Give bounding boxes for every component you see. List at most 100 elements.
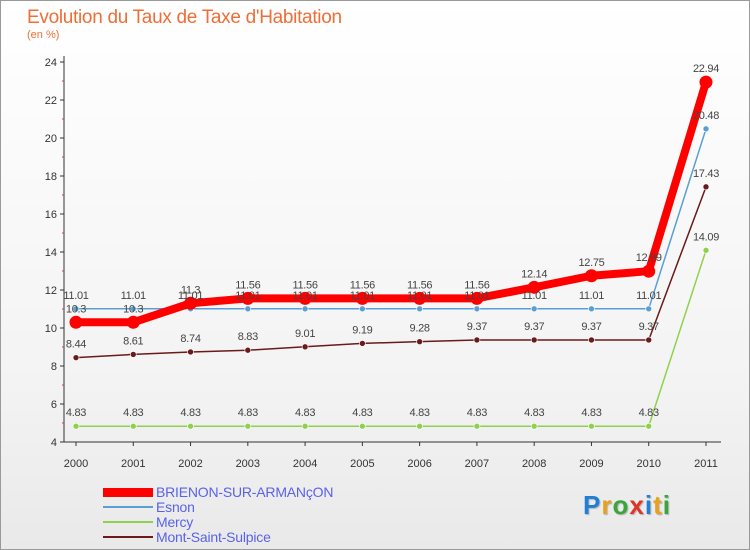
y-tick-label: 14	[45, 247, 57, 259]
data-point	[530, 422, 538, 430]
legend-item-mercy: Mercy	[103, 514, 343, 530]
data-point	[129, 351, 137, 358]
data-point	[244, 422, 252, 430]
data-point	[588, 305, 595, 313]
data-label: 4.83	[581, 407, 601, 419]
data-label: 12.14	[521, 268, 547, 280]
data-label: 11.01	[350, 290, 375, 302]
data-point	[359, 340, 366, 347]
x-tick-label: 2000	[64, 458, 88, 470]
data-point	[298, 291, 312, 305]
data-label: 9.37	[581, 321, 601, 333]
data-point	[416, 305, 423, 313]
data-point	[129, 422, 137, 430]
data-point	[301, 343, 309, 351]
data-label: 12.75	[578, 257, 604, 269]
data-point	[473, 422, 481, 430]
data-label: 11.01	[178, 290, 203, 302]
data-label: 11.01	[464, 290, 489, 302]
data-label: 4.83	[123, 407, 143, 419]
data-label: 11.56	[464, 279, 489, 291]
data-label: 17.43	[693, 168, 719, 180]
legend-item-brienon: BRIENON-SUR-ARMANçON	[103, 484, 343, 500]
data-point	[413, 291, 427, 305]
data-label: 8.61	[123, 335, 143, 347]
data-point	[69, 315, 83, 329]
legend-label-brienon: BRIENON-SUR-ARMANçON	[156, 484, 334, 500]
data-label: 11.56	[407, 279, 432, 291]
x-tick-label: 2011	[694, 458, 718, 470]
legend-swatch-esnon	[103, 506, 153, 508]
data-point	[473, 305, 481, 313]
data-point	[530, 305, 538, 313]
y-tick-label: 24	[45, 57, 57, 69]
data-label: 4.83	[639, 407, 659, 419]
data-label: 4.83	[467, 407, 487, 419]
data-point	[301, 422, 309, 430]
x-tick-label: 2010	[636, 458, 660, 470]
data-label: 11.01	[292, 290, 317, 302]
data-label: 4.83	[524, 407, 544, 419]
data-label: 11.01	[636, 290, 661, 302]
data-label: 10.3	[123, 303, 143, 315]
data-point	[72, 422, 80, 430]
logo-letter: x	[629, 490, 645, 520]
data-label: 11.56	[292, 279, 317, 291]
data-point	[355, 291, 369, 305]
data-point	[470, 291, 484, 305]
chart-title: Evolution du Taux de Taxe d'Habitation	[27, 7, 342, 28]
legend-label-mont-saint-sulpice: Mont-Saint-Sulpice	[156, 529, 271, 545]
data-label: 20.48	[693, 110, 719, 122]
data-label: 12.99	[636, 252, 662, 264]
data-label: 14.09	[693, 231, 719, 243]
data-label: 4.83	[238, 407, 258, 419]
x-tick-label: 2007	[465, 458, 489, 470]
data-label: 9.19	[352, 324, 372, 336]
series-line-0	[72, 78, 710, 327]
legend-swatch-brienon	[103, 487, 153, 497]
data-point	[126, 315, 140, 329]
data-label: 11.01	[235, 290, 260, 302]
data-point	[702, 125, 710, 133]
data-point	[184, 296, 198, 310]
data-point	[588, 336, 595, 344]
data-point	[129, 305, 137, 313]
series-line-2	[75, 249, 707, 427]
data-label: 11.3	[181, 284, 201, 296]
x-tick-label: 2008	[522, 458, 546, 470]
data-point	[72, 354, 80, 361]
data-point	[527, 280, 541, 294]
data-label: 4.83	[352, 407, 372, 419]
data-point	[584, 269, 598, 283]
logo-letter: t	[653, 490, 663, 520]
data-label: 8.83	[238, 331, 258, 343]
data-point	[359, 422, 366, 430]
x-tick-label: 2003	[236, 458, 260, 470]
legend-item-mont-saint-sulpice: Mont-Saint-Sulpice	[103, 529, 343, 545]
data-label: 8.74	[180, 333, 200, 345]
data-point	[588, 422, 595, 430]
x-tick-label: 2009	[579, 458, 603, 470]
data-point	[416, 338, 423, 345]
data-point	[645, 336, 653, 344]
data-label: 10.3	[66, 303, 86, 315]
data-label: 11.01	[407, 290, 432, 302]
legend-item-esnon: Esnon	[103, 499, 343, 515]
y-tick-label: 6	[51, 399, 57, 411]
x-tick-label: 2005	[350, 458, 374, 470]
data-label: 9.28	[410, 323, 430, 335]
data-label: 9.37	[467, 321, 487, 333]
y-tick-label: 16	[45, 209, 57, 221]
data-point	[301, 305, 309, 313]
x-tick-label: 2001	[121, 458, 145, 470]
series-line-3	[75, 186, 707, 359]
logo-letter: i	[662, 490, 671, 520]
data-label: 11.01	[579, 290, 604, 302]
data-point	[645, 422, 653, 430]
y-tick-label: 8	[51, 361, 57, 373]
x-tick-label: 2004	[293, 458, 317, 470]
legend-label-mercy: Mercy	[156, 514, 194, 530]
x-tick-label: 2006	[407, 458, 431, 470]
data-label: 8.44	[66, 339, 86, 351]
x-tick-label: 2002	[178, 458, 202, 470]
